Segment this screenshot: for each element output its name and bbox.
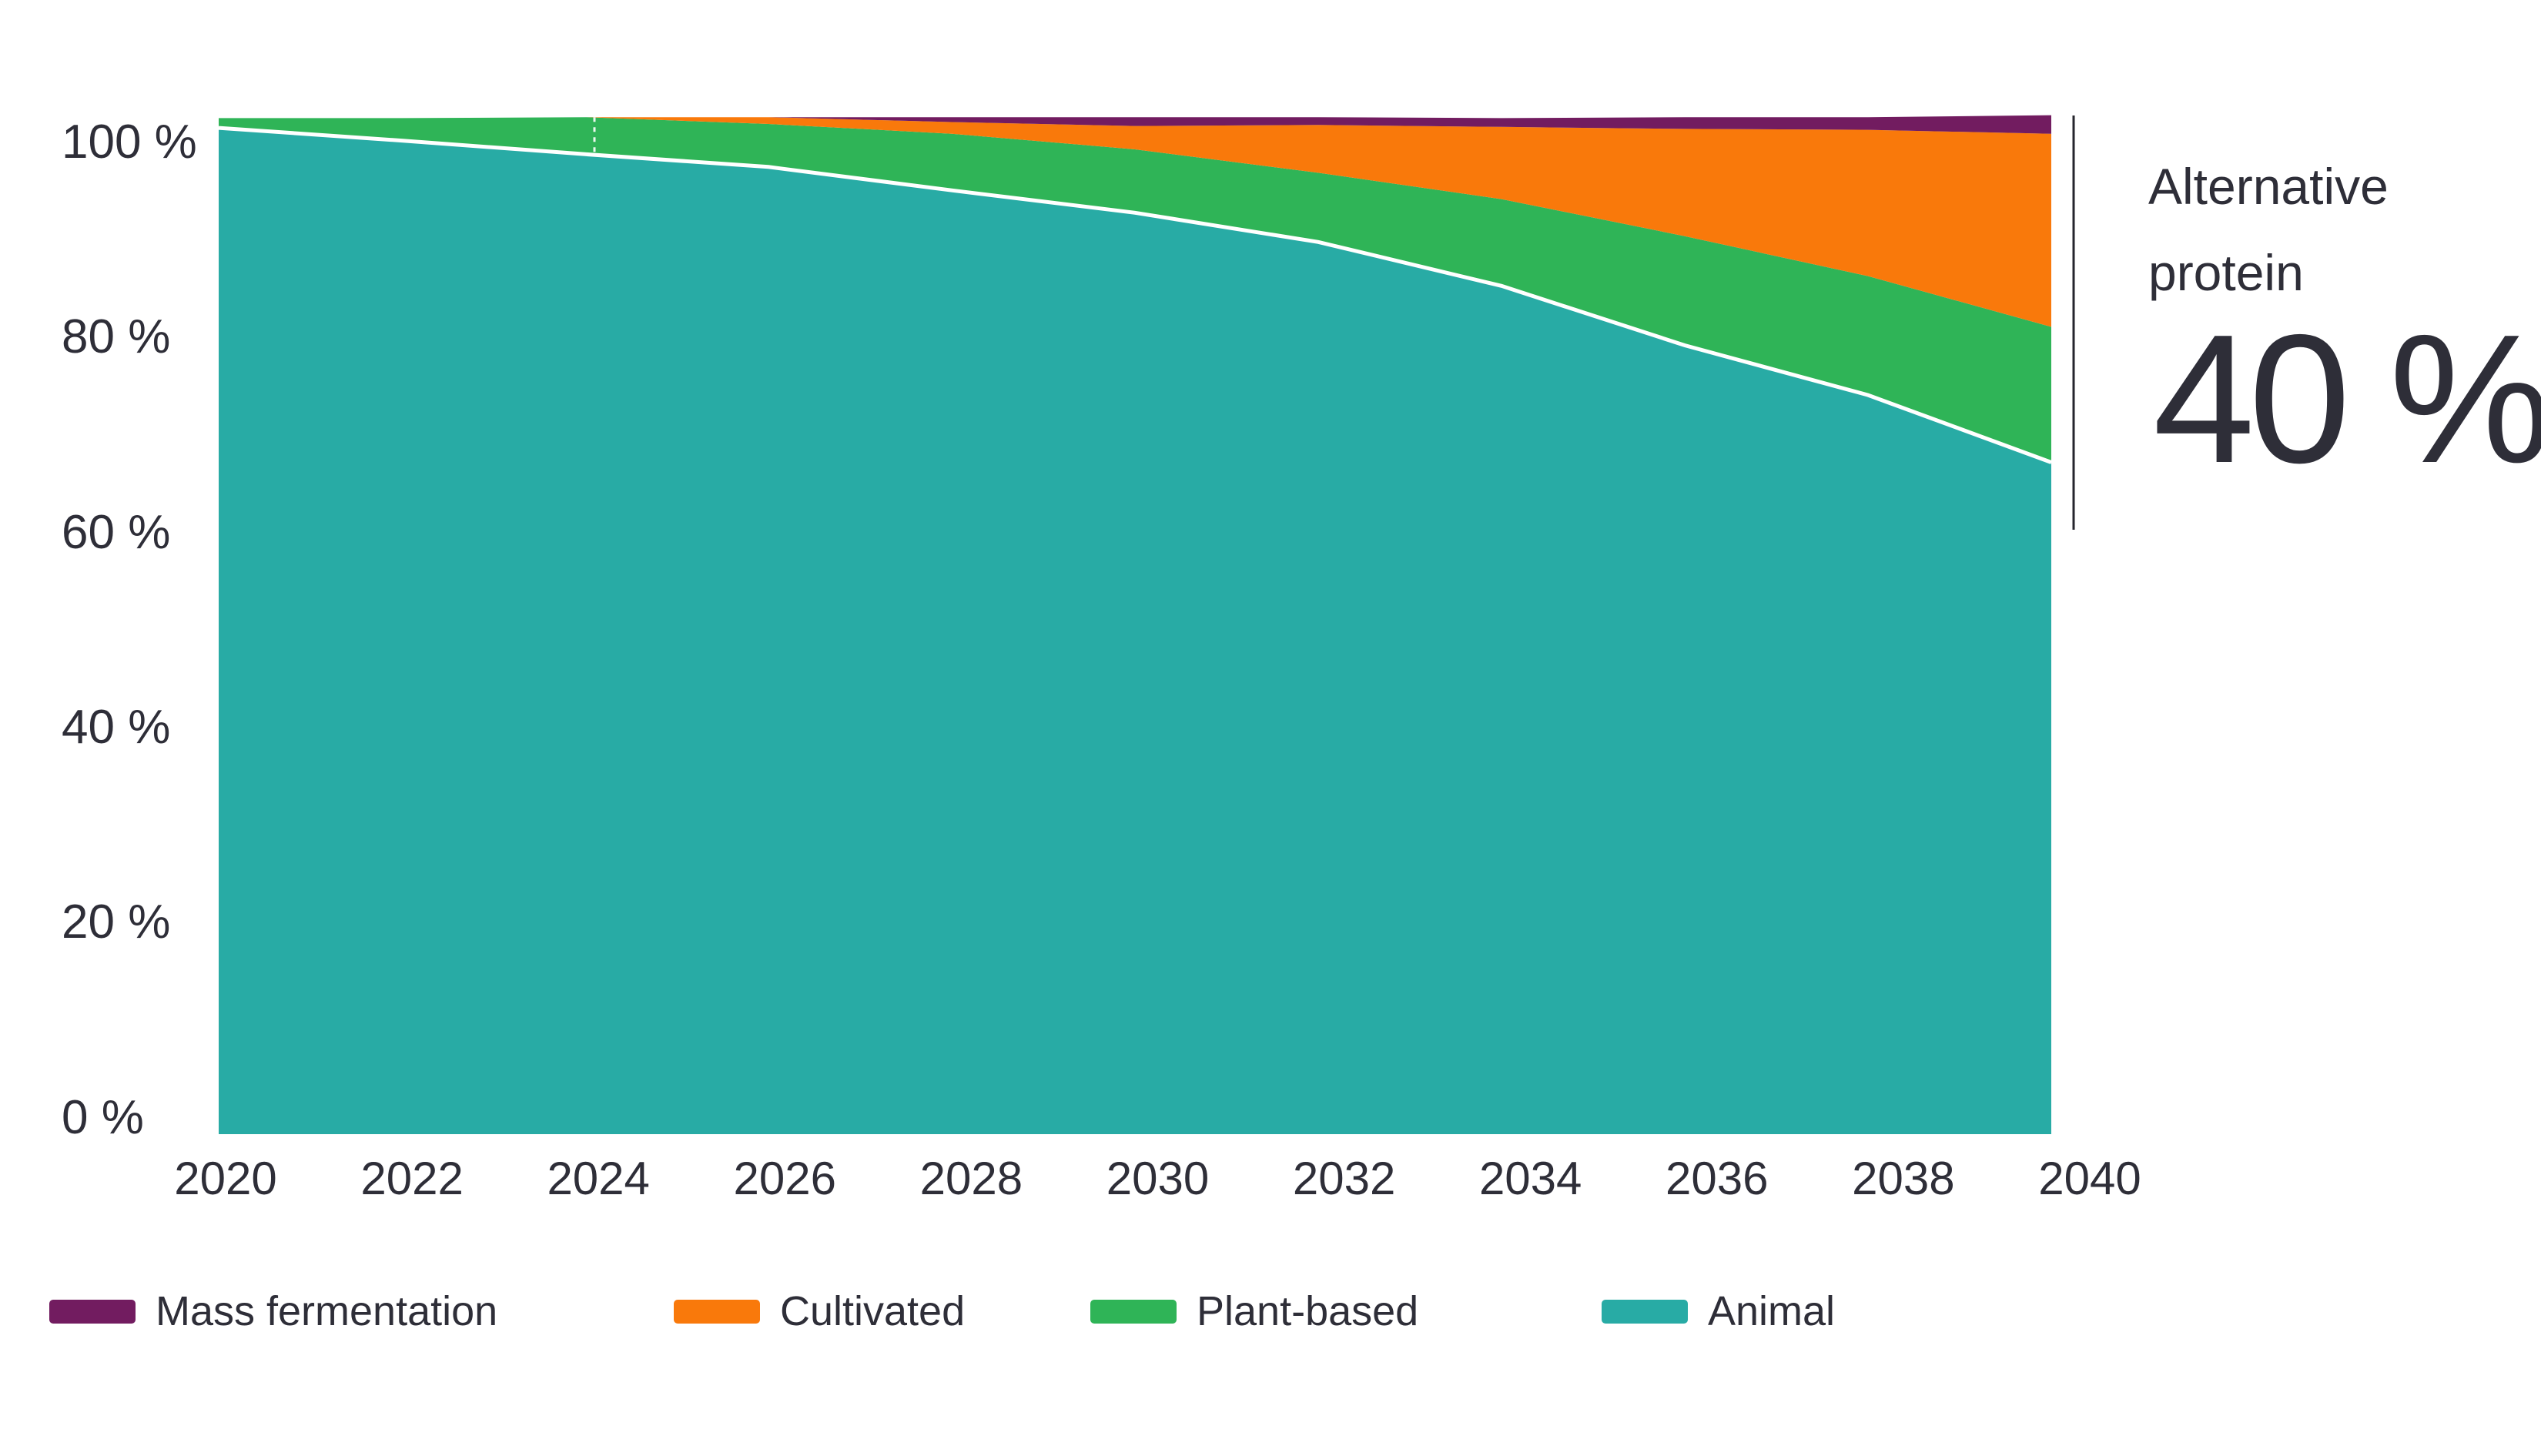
legend-item-cultivated: Cultivated [674,1290,965,1332]
legend-label-mass-fermentation: Mass fermentation [156,1288,498,1334]
annotation-line2: protein [2148,244,2304,301]
legend-label-animal: Animal [1708,1288,1836,1334]
area-mass-fermentation [219,115,2051,134]
x-tick-label-2020: 2020 [174,1153,277,1204]
legend-item-mass-fermentation: Mass fermentation [49,1290,497,1332]
x-tick-label-2034: 2034 [1478,1153,1582,1204]
legend-swatch-mass-fermentation [49,1299,136,1324]
area-plant-based [219,117,2051,463]
area-cultivated [219,117,2051,327]
y-tick-label-100: 100 % [62,115,197,169]
x-tick-label-2024: 2024 [547,1153,650,1204]
legend-swatch-plant-based [1090,1299,1177,1324]
annotation-block: Alternative protein [2148,143,2533,316]
x-tick-label-2030: 2030 [1106,1153,1210,1204]
x-tick-label-2028: 2028 [919,1153,1023,1204]
legend: Mass fermentation Cultivated Plant-based… [0,1290,2541,1337]
x-tick-label-2036: 2036 [1666,1153,1769,1204]
x-tick-label-2040: 2040 [2038,1153,2141,1204]
x-tick-label-2038: 2038 [1852,1153,1955,1204]
y-tick-label-40: 40 % [62,701,171,754]
area-animal [219,128,2051,1135]
y-tick-label-20: 20 % [62,895,171,949]
x-tick-label-2032: 2032 [1292,1153,1396,1204]
y-tick-label-60: 60 % [62,505,171,559]
x-tick-label-2026: 2026 [733,1153,837,1204]
animal-top-line [218,126,2052,464]
annotation-value: 40 % [2153,297,2541,501]
y-tick-label-80: 80 % [62,310,171,364]
legend-swatch-cultivated [674,1299,760,1324]
legend-swatch-animal [1602,1299,1688,1324]
x-tick-label-2022: 2022 [360,1153,464,1204]
legend-item-animal: Animal [1602,1290,1835,1332]
legend-label-cultivated: Cultivated [780,1288,966,1334]
legend-item-plant-based: Plant-based [1090,1290,1418,1332]
annotation-line1: Alternative [2148,158,2389,215]
legend-label-plant-based: Plant-based [1197,1288,1419,1334]
y-tick-label-0: 0 % [62,1090,144,1144]
